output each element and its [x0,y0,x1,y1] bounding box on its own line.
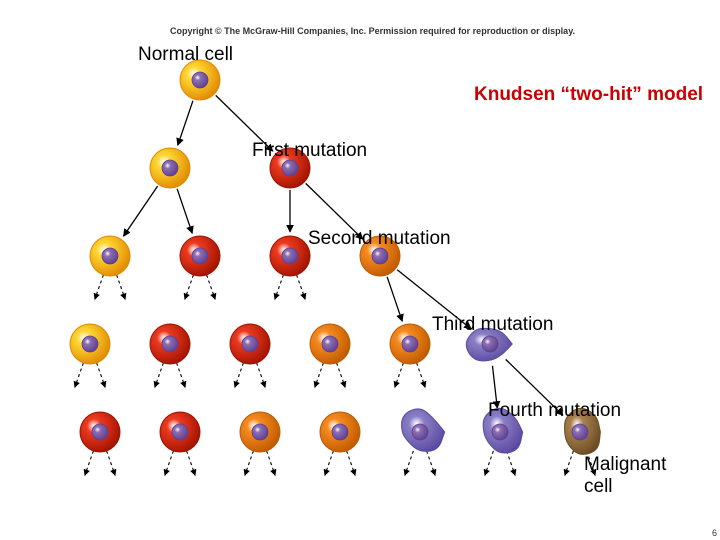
cell-r2c [270,236,310,276]
cell-r3e [390,324,430,364]
cell-r4a [80,412,120,452]
cell-r2a [90,236,130,276]
label-fourth-mutation: Fourth mutation [488,400,621,422]
cell-r3d [310,324,350,364]
copyright-text: Copyright © The McGraw-Hill Companies, I… [170,26,575,36]
cell-r4d [320,412,360,452]
cell-r3c [230,324,270,364]
label-first-mutation: First mutation [252,140,367,162]
cell-r4b [160,412,200,452]
cell-r1a [150,148,190,188]
label-second-mutation: Second mutation [308,228,451,250]
cell-r2b [180,236,220,276]
cell-r3a [70,324,110,364]
page-number: 6 [712,528,717,538]
label-malignant-cell: Malignant cell [584,454,666,498]
cell-r4c [240,412,280,452]
cell-r4e [402,409,445,451]
label-third-mutation: Third mutation [432,314,553,336]
label-normal-cell: Normal cell [138,44,233,66]
cell-r3b [150,324,190,364]
cell-n0 [180,60,220,100]
model-title: Knudsen “two-hit” model [474,84,703,106]
